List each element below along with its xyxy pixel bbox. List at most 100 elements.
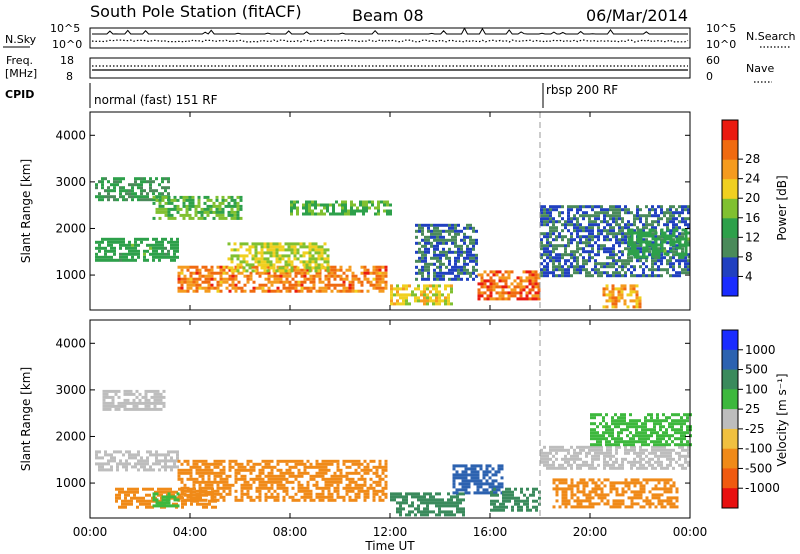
velocity-cell [464, 485, 468, 489]
velocity-cell [267, 462, 271, 466]
velocity-cell [532, 499, 535, 503]
power-cell [576, 229, 579, 233]
power-cell [442, 235, 445, 239]
power-cell [675, 244, 678, 248]
power-cell [654, 226, 657, 230]
velocity-cell [526, 487, 529, 491]
power-cell [576, 205, 579, 209]
velocity-cell [603, 496, 607, 500]
velocity-cell [315, 492, 319, 496]
power-cell [429, 290, 432, 294]
power-cell [282, 271, 286, 275]
velocity-cell [497, 467, 501, 471]
power-cell [651, 243, 655, 247]
velocity-cell [645, 454, 648, 458]
velocity-cell [399, 504, 402, 508]
velocity-cell [663, 445, 666, 449]
velocity-cell [234, 498, 238, 502]
power-cell [427, 241, 430, 245]
velocity-cell [162, 395, 166, 399]
power-cell [642, 240, 646, 244]
velocity-cell [597, 496, 601, 500]
velocity-cell [494, 473, 498, 477]
power-cell [128, 249, 131, 253]
velocity-cell [321, 492, 325, 496]
velocity-cell [276, 483, 280, 487]
power-cell [421, 232, 424, 236]
power-cell [278, 266, 282, 270]
power-cell [107, 237, 110, 241]
power-cell [285, 280, 289, 284]
power-cell [152, 255, 155, 259]
power-cell [516, 297, 520, 301]
power-cell [645, 214, 648, 218]
velocity-cell [535, 487, 538, 491]
velocity-cell [638, 437, 641, 441]
velocity-cell [279, 486, 283, 490]
power-cell [170, 207, 174, 211]
power-cell [252, 289, 256, 293]
power-cell [417, 296, 420, 300]
velocity-cell [680, 419, 683, 423]
power-cell [167, 195, 171, 199]
power-cell [152, 258, 155, 262]
power-cell [314, 257, 318, 261]
velocity-cell [152, 498, 156, 502]
velocity-cell [600, 490, 604, 494]
power-cell [176, 249, 179, 253]
power-cell [633, 255, 637, 259]
power-cell [254, 269, 258, 273]
velocity-cell [408, 513, 411, 517]
power-cell [448, 256, 451, 260]
velocity-cell [624, 478, 628, 482]
velocity-cell [372, 489, 376, 493]
power-cell [445, 271, 448, 275]
power-cell [317, 248, 321, 252]
power-cell [675, 271, 678, 275]
velocity-cell [211, 493, 214, 497]
power-cell [681, 259, 684, 263]
power-cell [603, 208, 606, 212]
power-cell [122, 243, 125, 247]
velocity-cell [170, 504, 174, 508]
power-cell [192, 265, 196, 269]
velocity-cell [564, 466, 567, 470]
power-cell [429, 296, 432, 300]
power-cell [522, 279, 526, 283]
power-cell [263, 251, 267, 255]
power-cell [415, 259, 418, 263]
power-cell [600, 244, 603, 248]
velocity-cell [596, 443, 599, 447]
power-cell [472, 241, 475, 245]
power-cell [338, 203, 341, 207]
velocity-cell [467, 467, 471, 471]
power-cell [672, 240, 676, 244]
velocity-cell [342, 462, 346, 466]
velocity-cell [591, 490, 595, 494]
power-cell [239, 204, 243, 208]
power-cell [681, 268, 684, 272]
velocity-cell [612, 484, 616, 488]
power-cell [486, 294, 490, 298]
power-cell [475, 274, 478, 278]
power-cell [227, 266, 231, 270]
power-cell [363, 268, 367, 272]
velocity-cell [479, 464, 483, 468]
power-cell [457, 223, 460, 227]
power-cell [454, 238, 457, 242]
power-cell [293, 203, 296, 207]
velocity-cell [588, 463, 591, 467]
velocity-cell [255, 477, 259, 481]
power-cell [552, 259, 555, 263]
velocity-cell [567, 499, 571, 503]
power-cell [95, 246, 98, 250]
velocity-cell [143, 462, 146, 466]
velocity-cell [390, 492, 393, 496]
velocity-cell [142, 487, 145, 491]
power-cell [297, 289, 301, 293]
velocity-cell [617, 419, 620, 423]
velocity-colorbar-tick-label: 25 [745, 402, 760, 416]
power-cell [167, 213, 171, 217]
power-cell [317, 203, 320, 207]
power-cell [609, 214, 612, 218]
